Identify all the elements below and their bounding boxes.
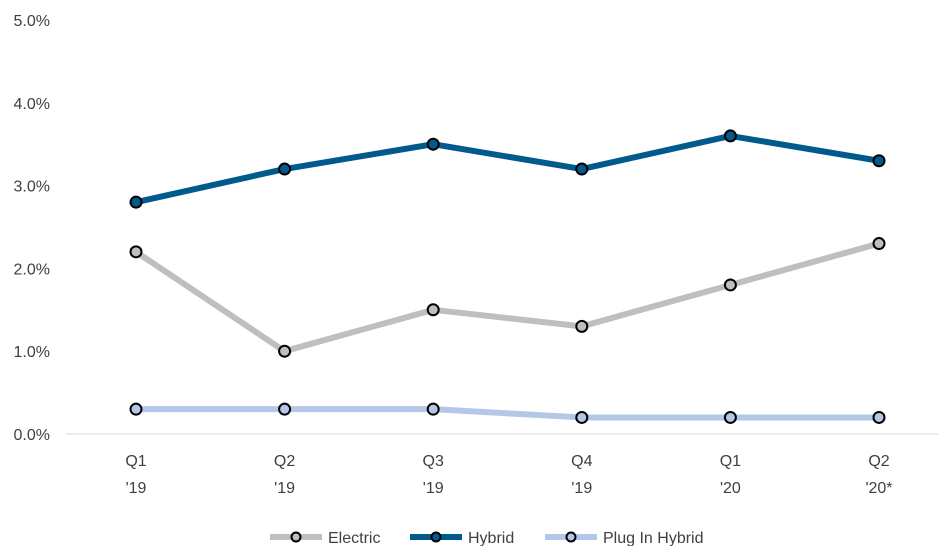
x-tick-label: Q3 <box>423 453 444 470</box>
x-tick-label: '19 <box>274 480 295 497</box>
plug-in-hybrid-point <box>575 410 589 424</box>
hybrid-point <box>278 162 292 176</box>
y-tick-label: 5.0% <box>14 13 50 30</box>
y-tick-label: 3.0% <box>14 179 50 196</box>
y-tick-label: 1.0% <box>14 344 50 361</box>
legend-item-plug-in-hybrid: Plug In Hybrid <box>545 530 704 546</box>
plug-in-hybrid-point <box>426 402 440 416</box>
x-tick-label: '19 <box>423 480 444 497</box>
hybrid-point <box>129 195 143 209</box>
legend-item-electric: Electric <box>270 530 380 546</box>
x-axis-tick-labels: Q1 '19 Q2 '19 Q3 '19 Q4 '19 Q1 '20 Q2 '20* <box>125 453 892 497</box>
legend-label: Hybrid <box>468 530 514 546</box>
hybrid-point <box>872 154 886 168</box>
y-axis-tick-labels: 0.0% 1.0% 2.0% 3.0% 4.0% 5.0% <box>14 13 50 444</box>
x-tick-label: '19 <box>126 480 147 497</box>
electric-point <box>723 278 737 292</box>
y-tick-label: 4.0% <box>14 96 50 113</box>
legend-swatch-marker <box>565 531 577 543</box>
x-tick-label: Q4 <box>571 453 592 470</box>
plug-in-hybrid-point <box>723 410 737 424</box>
electric-point <box>278 344 292 358</box>
electric-point <box>426 303 440 317</box>
plug-in-hybrid-point <box>872 410 886 424</box>
electric-point <box>872 237 886 251</box>
legend-swatch-marker <box>290 531 302 543</box>
electric-series-line <box>133 240 882 355</box>
plug-in-hybrid-series-line <box>133 406 882 421</box>
plug-in-hybrid-point <box>129 402 143 416</box>
legend-label: Electric <box>328 530 380 546</box>
hybrid-point <box>426 137 440 151</box>
plug-in-hybrid-point <box>278 402 292 416</box>
hybrid-point <box>723 129 737 143</box>
series-group <box>129 129 886 424</box>
y-tick-label: 0.0% <box>14 427 50 444</box>
x-tick-label: '19 <box>571 480 592 497</box>
x-tick-label: Q2 <box>274 453 295 470</box>
electric-point <box>575 319 589 333</box>
x-tick-label: '20 <box>720 480 741 497</box>
x-tick-label: Q1 <box>125 453 146 470</box>
x-tick-label: Q2 <box>868 453 889 470</box>
x-tick-label: Q1 <box>720 453 741 470</box>
hybrid-series-line <box>133 132 882 206</box>
x-tick-label: '20* <box>865 480 892 497</box>
legend-label: Plug In Hybrid <box>603 530 704 546</box>
legend: Electric Hybrid Plug In Hybrid <box>270 530 704 546</box>
y-tick-label: 2.0% <box>14 261 50 278</box>
legend-swatch-marker <box>430 531 442 543</box>
hybrid-point <box>575 162 589 176</box>
legend-item-hybrid: Hybrid <box>410 530 514 546</box>
electric-point <box>129 245 143 259</box>
